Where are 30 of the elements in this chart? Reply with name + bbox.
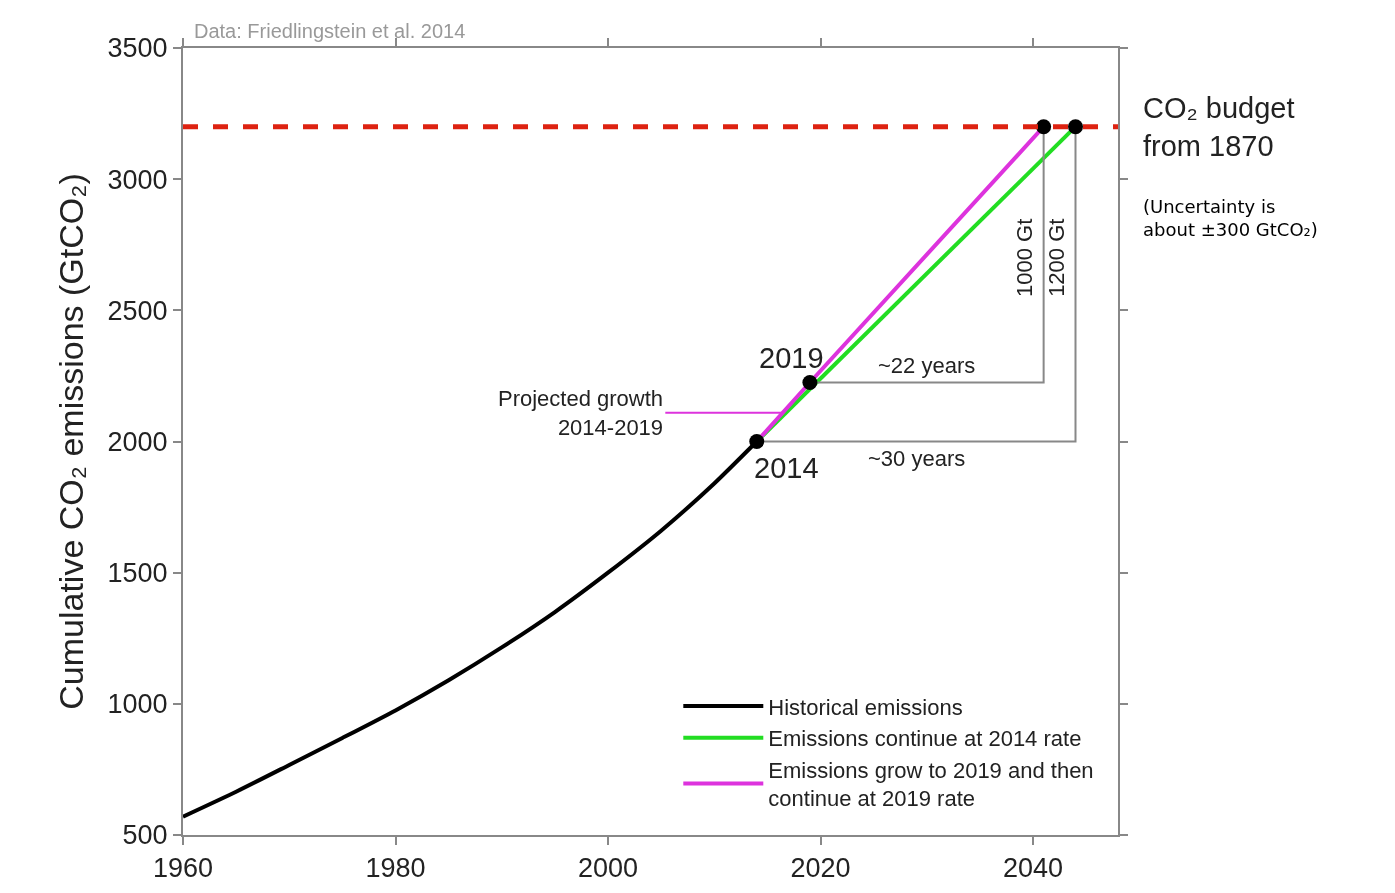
legend-label: Emissions grow to 2019 and then continue at 2019 rate [768, 757, 1094, 812]
legend-label: Emissions continue at 2014 rate [768, 726, 1082, 752]
x-tick-label: 2020 [790, 853, 851, 884]
y-tick-label: 2000 [107, 426, 168, 457]
y-tick-label: 1500 [107, 558, 168, 589]
point [1036, 119, 1052, 135]
x-tick-label: 2040 [1002, 853, 1064, 884]
y-tick-label: 3000 [107, 164, 168, 195]
text: Data: Friedlingstein et al. 2014 [194, 20, 466, 42]
y-tick-label: 3500 [107, 33, 168, 64]
x-tick-label: 2000 [577, 853, 639, 884]
annotation: 2014 [754, 452, 819, 484]
annotation: 1000 Gt [1012, 218, 1038, 297]
ref-line-label: CO₂ budget from 1870 [1143, 92, 1295, 162]
annotation: ~30 years [868, 446, 966, 471]
y-tick-label: 500 [122, 820, 168, 851]
point [749, 434, 765, 449]
point [1068, 119, 1083, 135]
y-axis-title: Cumulative CO₂ emissions (GtCO₂) [51, 173, 90, 710]
legend-label: Historical emissions [768, 694, 963, 720]
x-tick-label: 1980 [365, 853, 426, 884]
annotation: Projected growth 2014-2019 [498, 386, 664, 440]
y-tick-label: 2500 [107, 295, 168, 326]
text: (Uncertainty is about ±300 GtCO₂) [1143, 196, 1318, 241]
annotation: ~22 years [878, 353, 976, 378]
y-tick-label: 1000 [107, 689, 168, 720]
x-tick-label: 1960 [152, 853, 214, 884]
point [802, 374, 818, 390]
annotation: 2019 [759, 342, 824, 374]
annotation: 1200 Gt [1044, 218, 1070, 297]
